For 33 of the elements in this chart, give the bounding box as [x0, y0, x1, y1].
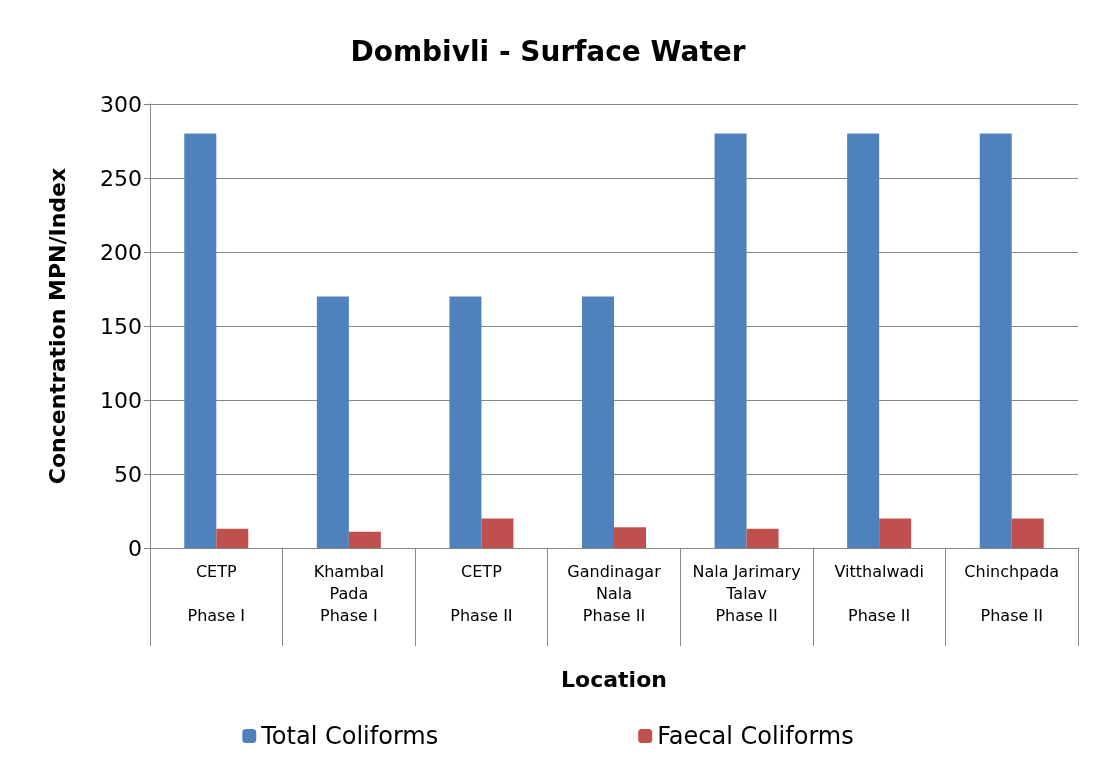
- x-axis-title: Location: [561, 666, 667, 692]
- bar: [449, 296, 482, 548]
- bar: [216, 528, 249, 548]
- bar: [714, 133, 747, 548]
- y-tick-label: 150: [100, 313, 142, 339]
- x-tick-label: Gandinagar Nala Phase II: [567, 561, 662, 625]
- bar: [184, 133, 217, 548]
- y-tick-label: 250: [100, 165, 142, 191]
- bar: [1011, 518, 1044, 548]
- legend-label: Faecal Coliforms: [657, 722, 854, 750]
- bar: [847, 133, 880, 548]
- bar: [348, 531, 381, 548]
- y-axis-title: Concentration MPN/Index: [44, 167, 70, 485]
- legend-label: Total Coliforms: [260, 722, 439, 750]
- y-tick-label: 100: [100, 387, 142, 413]
- category-label: Chinchpada Phase II: [964, 561, 1060, 625]
- x-tick-label: Khambal Pada Phase I: [313, 561, 385, 625]
- bar: [879, 518, 912, 548]
- bar: [582, 296, 614, 548]
- bar: [746, 528, 779, 548]
- bar: [316, 296, 349, 548]
- bar: [979, 133, 1012, 548]
- y-tick-label: 50: [114, 461, 142, 487]
- chart-title: Dombivli - Surface Water: [350, 34, 746, 68]
- y-tick-label: 200: [100, 239, 142, 265]
- bar: [614, 527, 646, 548]
- category-label: CETP Phase I: [187, 561, 246, 625]
- category-label: Vitthalwadi Phase II: [834, 561, 924, 625]
- y-tick-label: 0: [128, 535, 142, 561]
- y-tick-label: 300: [100, 91, 142, 117]
- bar: [481, 518, 514, 548]
- x-tick-label: Nala Jarimary Talav Phase II: [692, 561, 801, 625]
- category-label: CETP Phase II: [450, 561, 513, 625]
